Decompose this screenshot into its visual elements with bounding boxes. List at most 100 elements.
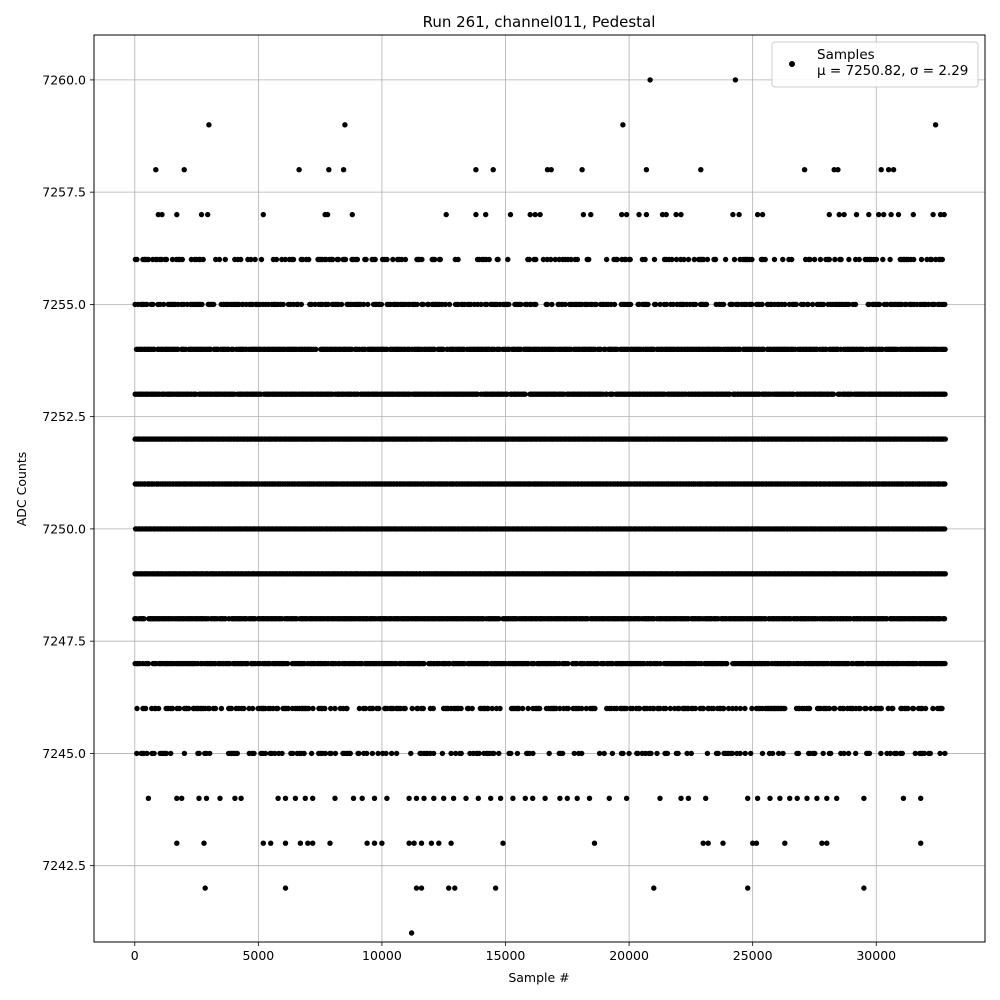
sample-point	[928, 256, 935, 263]
sample-point	[700, 705, 707, 712]
sample-point	[793, 301, 799, 308]
sample-point	[942, 481, 948, 487]
sample-point	[759, 301, 765, 308]
sample-point	[420, 301, 426, 308]
sample-point	[574, 256, 581, 263]
sample-point	[562, 301, 568, 308]
sample-point	[344, 705, 350, 712]
sample-point	[273, 256, 280, 263]
sample-point	[360, 301, 367, 308]
sample-point	[537, 705, 543, 712]
sample-point	[199, 301, 205, 308]
sample-point	[478, 301, 484, 308]
sample-point	[663, 301, 670, 308]
sample-point	[887, 256, 893, 263]
sample-point	[771, 256, 778, 263]
sample-point	[141, 616, 147, 622]
sample-point	[495, 256, 501, 263]
sample-point	[365, 301, 371, 308]
sample-point	[169, 705, 176, 712]
sample-point	[376, 705, 382, 712]
sample-point	[163, 256, 170, 263]
sample-point	[742, 705, 748, 712]
sample-point	[724, 660, 730, 667]
sample-point	[549, 301, 555, 308]
sample-point	[420, 705, 426, 712]
sample-point	[506, 301, 512, 308]
sample-point	[330, 256, 336, 263]
sample-point	[145, 660, 152, 667]
sample-point	[782, 301, 788, 308]
sample-point	[544, 301, 551, 308]
sample-point	[437, 256, 443, 263]
sample-point	[175, 346, 181, 352]
sample-point	[800, 301, 807, 308]
sample-point	[390, 256, 396, 263]
sample-point	[703, 301, 710, 308]
sample-point	[342, 256, 349, 263]
sample-point	[384, 256, 390, 263]
sample-point	[518, 301, 524, 308]
sample-point	[846, 301, 852, 308]
sample-point	[681, 256, 687, 263]
sample-point	[134, 705, 140, 712]
sample-point	[721, 705, 727, 712]
sample-point	[565, 705, 571, 712]
data-points	[132, 77, 948, 936]
sample-point	[222, 256, 228, 263]
sample-point	[332, 705, 338, 712]
sample-point	[692, 301, 699, 308]
sample-point	[651, 256, 658, 263]
sample-point	[712, 256, 719, 263]
sample-point	[497, 705, 503, 712]
sample-point	[942, 346, 948, 352]
sample-point	[144, 301, 150, 308]
sample-point	[856, 256, 862, 263]
sample-point	[522, 391, 528, 397]
sample-point	[216, 256, 223, 263]
sample-point	[425, 301, 432, 308]
sample-point	[325, 301, 331, 308]
sample-point	[290, 256, 297, 263]
sample-point	[942, 526, 948, 532]
sample-point	[700, 256, 707, 263]
sample-point	[846, 256, 852, 263]
sample-point	[338, 301, 345, 308]
sample-point	[918, 256, 925, 263]
sample-point	[568, 256, 574, 263]
sample-point	[525, 705, 531, 712]
sample-point	[876, 301, 883, 308]
sample-point	[832, 256, 838, 263]
sample-point	[176, 705, 183, 712]
sample-point	[248, 256, 254, 263]
sample-point	[228, 705, 235, 712]
sample-point	[627, 301, 634, 308]
sample-point	[811, 256, 818, 263]
sample-point	[663, 705, 669, 712]
sample-point	[611, 301, 618, 308]
sample-point	[820, 301, 827, 308]
sample-point	[880, 256, 886, 263]
sample-point	[409, 705, 415, 712]
sample-point	[592, 705, 598, 712]
sample-point	[363, 256, 369, 263]
sample-point	[806, 705, 813, 712]
sample-point	[419, 256, 425, 263]
sample-point	[378, 301, 385, 308]
sample-point	[372, 256, 378, 263]
sample-point	[762, 256, 768, 263]
sample-point	[737, 705, 743, 712]
sample-point	[505, 256, 511, 263]
sample-point	[432, 256, 438, 263]
sample-point	[212, 705, 219, 712]
sample-point	[826, 256, 832, 263]
sample-point	[670, 301, 676, 308]
sample-point	[942, 660, 948, 667]
sample-point	[145, 256, 152, 263]
sample-point	[809, 301, 816, 308]
sample-point	[526, 256, 532, 263]
sample-point	[238, 256, 244, 263]
sample-point	[704, 256, 711, 263]
sample-point	[213, 256, 219, 263]
